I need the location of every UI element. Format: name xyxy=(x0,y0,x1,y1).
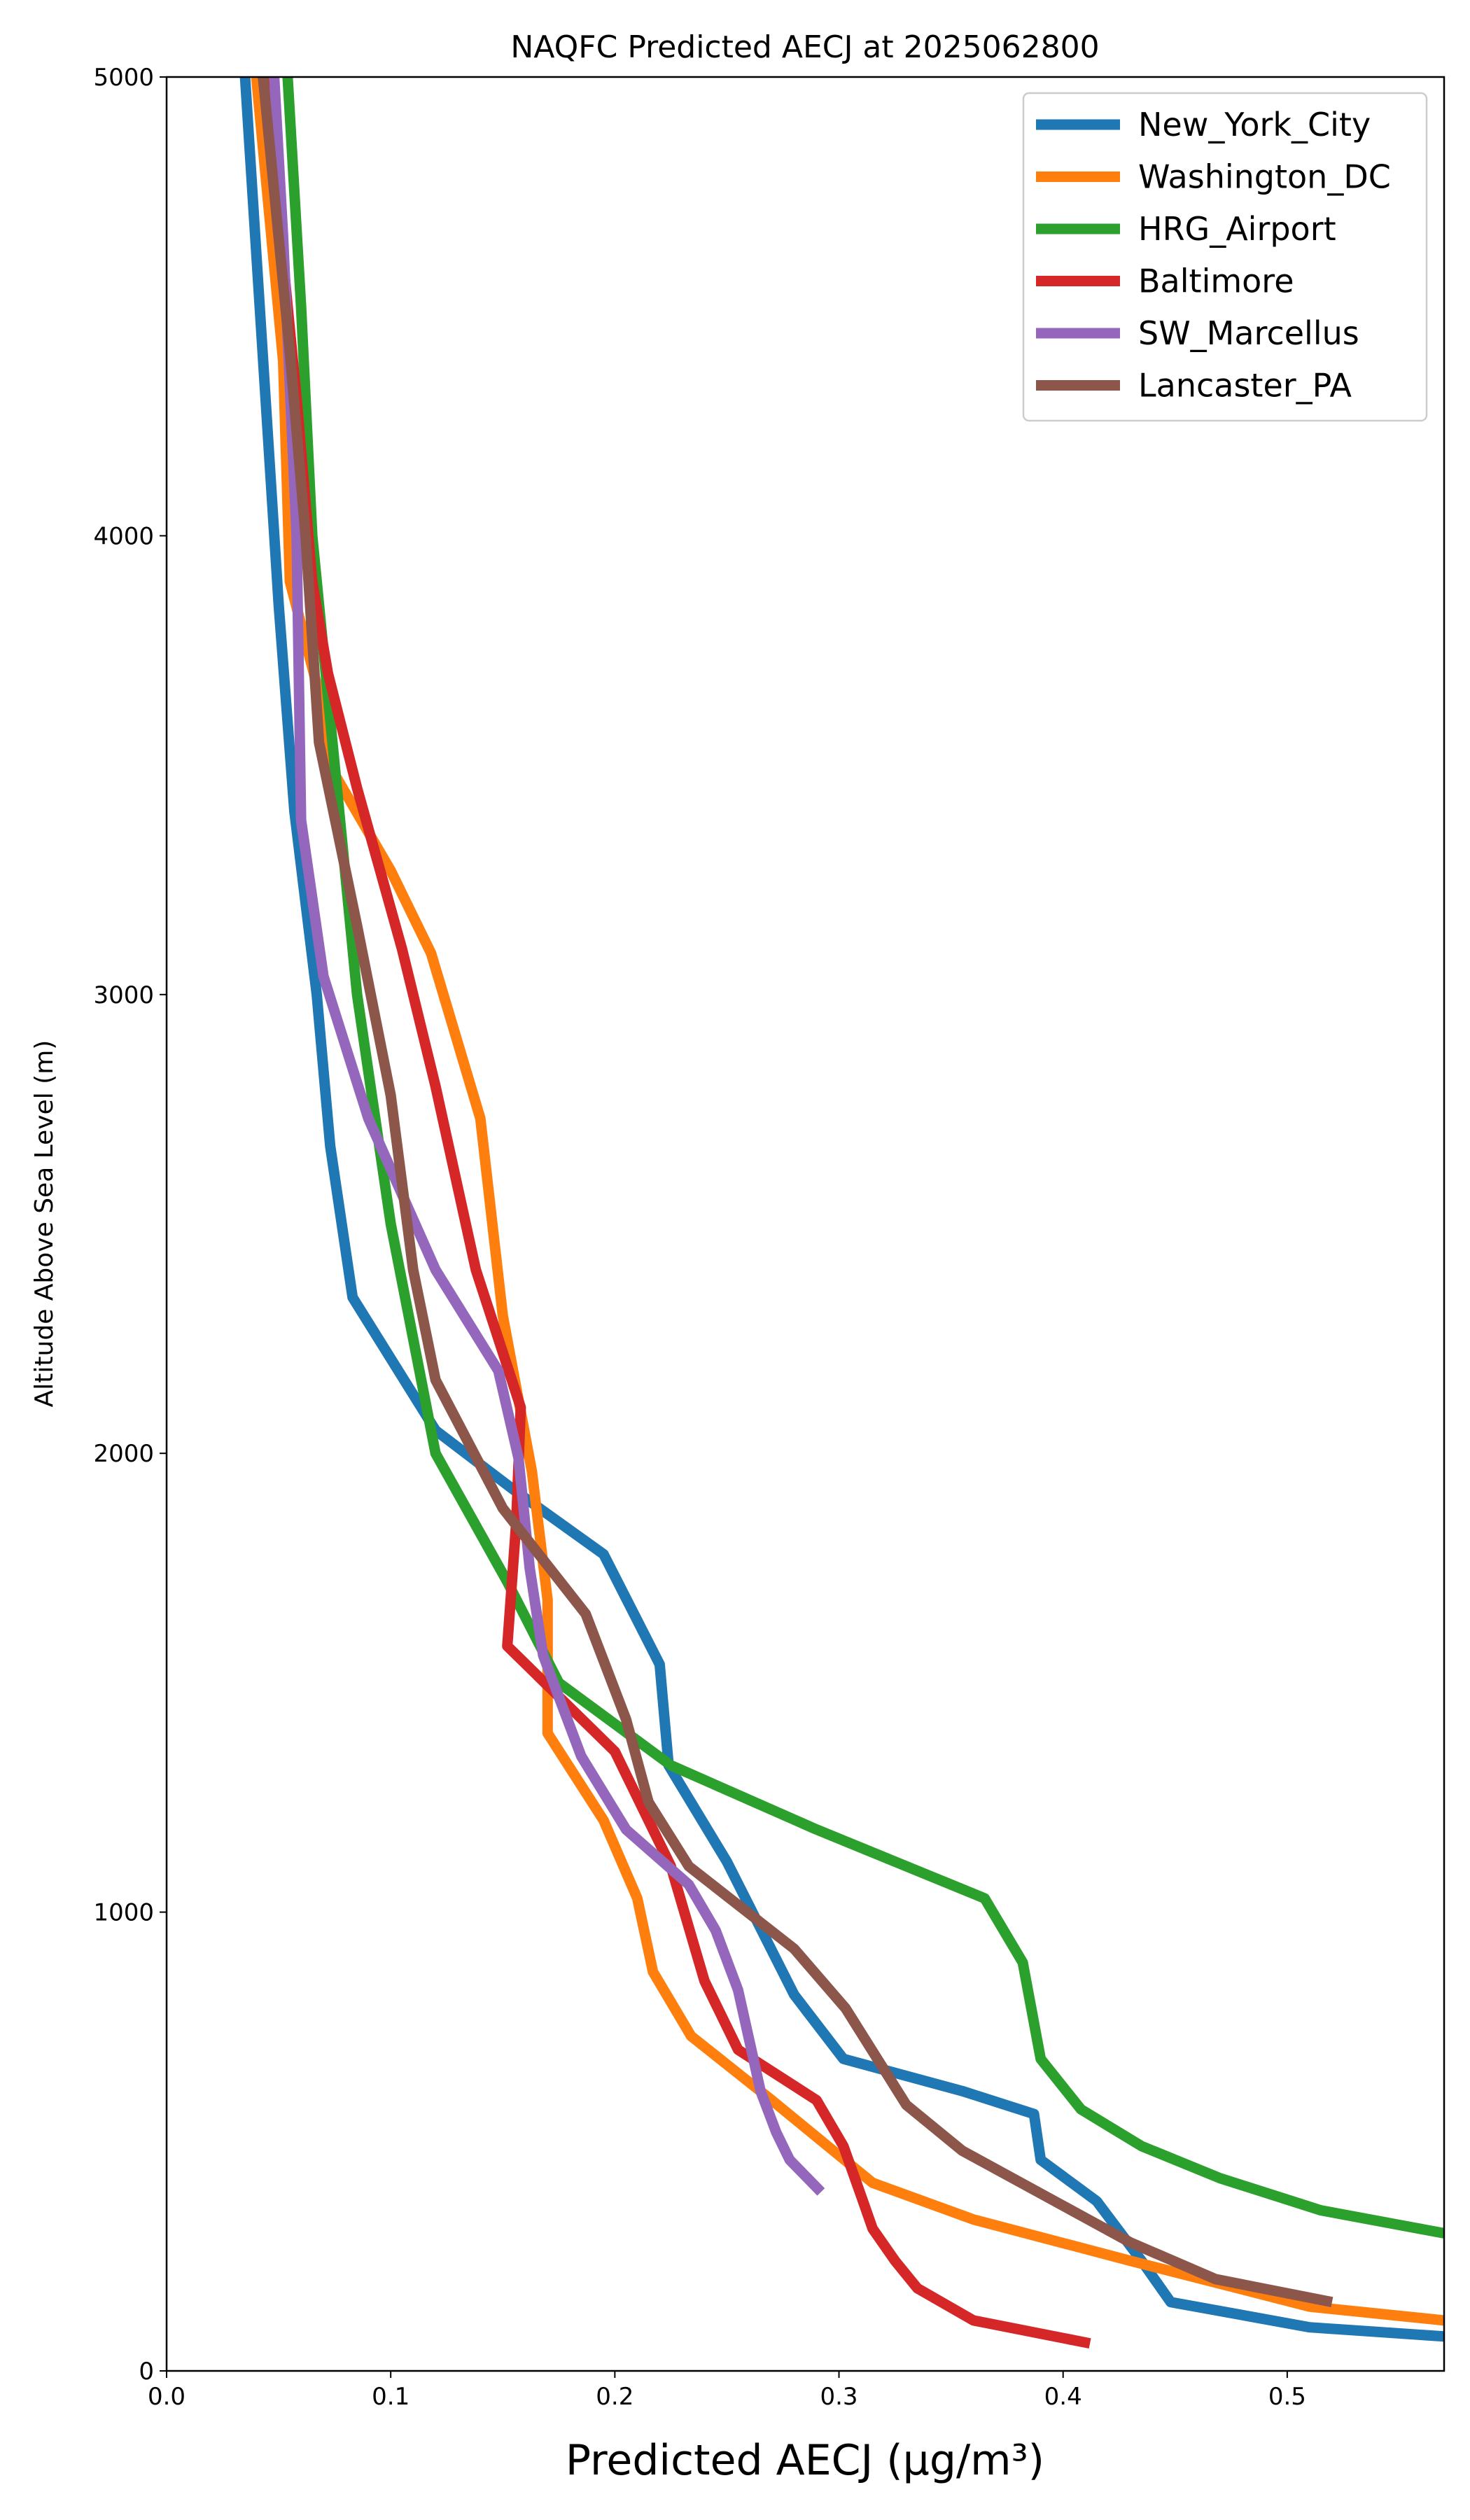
plot-frame xyxy=(165,76,1446,2372)
series-layer xyxy=(239,77,1444,2349)
x-tick-label: 0.5 xyxy=(1268,2383,1306,2411)
legend: New_York_City Washington_DC HRG_Airport Bal… xyxy=(1022,92,1428,422)
legend-label: SW_Marcellus xyxy=(1138,314,1359,352)
legend-box xyxy=(1022,92,1428,422)
y-tick-label: 2000 xyxy=(93,1440,154,1468)
y-tick-label: 3000 xyxy=(93,981,154,1009)
y-axis: 0 1000 2000 3000 4000 5000 xyxy=(93,64,167,2386)
x-tick-label: 0.1 xyxy=(372,2383,410,2411)
chart-title: NAQFC Predicted AECJ at 2025062800 xyxy=(510,29,1099,65)
x-tick-label: 0.4 xyxy=(1044,2383,1082,2411)
legend-label: Baltimore xyxy=(1138,262,1294,300)
x-axis: 0.0 0.1 0.2 0.3 0.4 0.5 xyxy=(148,2371,1306,2411)
x-tick-label: 0.0 xyxy=(148,2383,186,2411)
y-axis-label: Altitude Above Sea Level (m) xyxy=(30,1040,59,1408)
legend-label: Washington_DC xyxy=(1138,158,1391,196)
x-tick-label: 0.2 xyxy=(596,2383,634,2411)
series-line-sw-marcellus xyxy=(269,77,825,2196)
y-tick-label: 5000 xyxy=(93,64,154,92)
legend-label: Lancaster_PA xyxy=(1138,367,1352,405)
legend-label: New_York_City xyxy=(1138,106,1371,144)
x-axis-label: Predicted AECJ (μg/m³) xyxy=(566,2436,1044,2485)
y-tick-label: 0 xyxy=(139,2358,154,2386)
x-tick-label: 0.3 xyxy=(820,2383,858,2411)
y-tick-label: 4000 xyxy=(93,522,154,550)
series-line-hrg-airport xyxy=(282,77,1444,2239)
y-tick-label: 1000 xyxy=(93,1899,154,1927)
series-line-lancaster-pa xyxy=(258,77,1334,2308)
legend-label: HRG_Airport xyxy=(1138,210,1336,248)
